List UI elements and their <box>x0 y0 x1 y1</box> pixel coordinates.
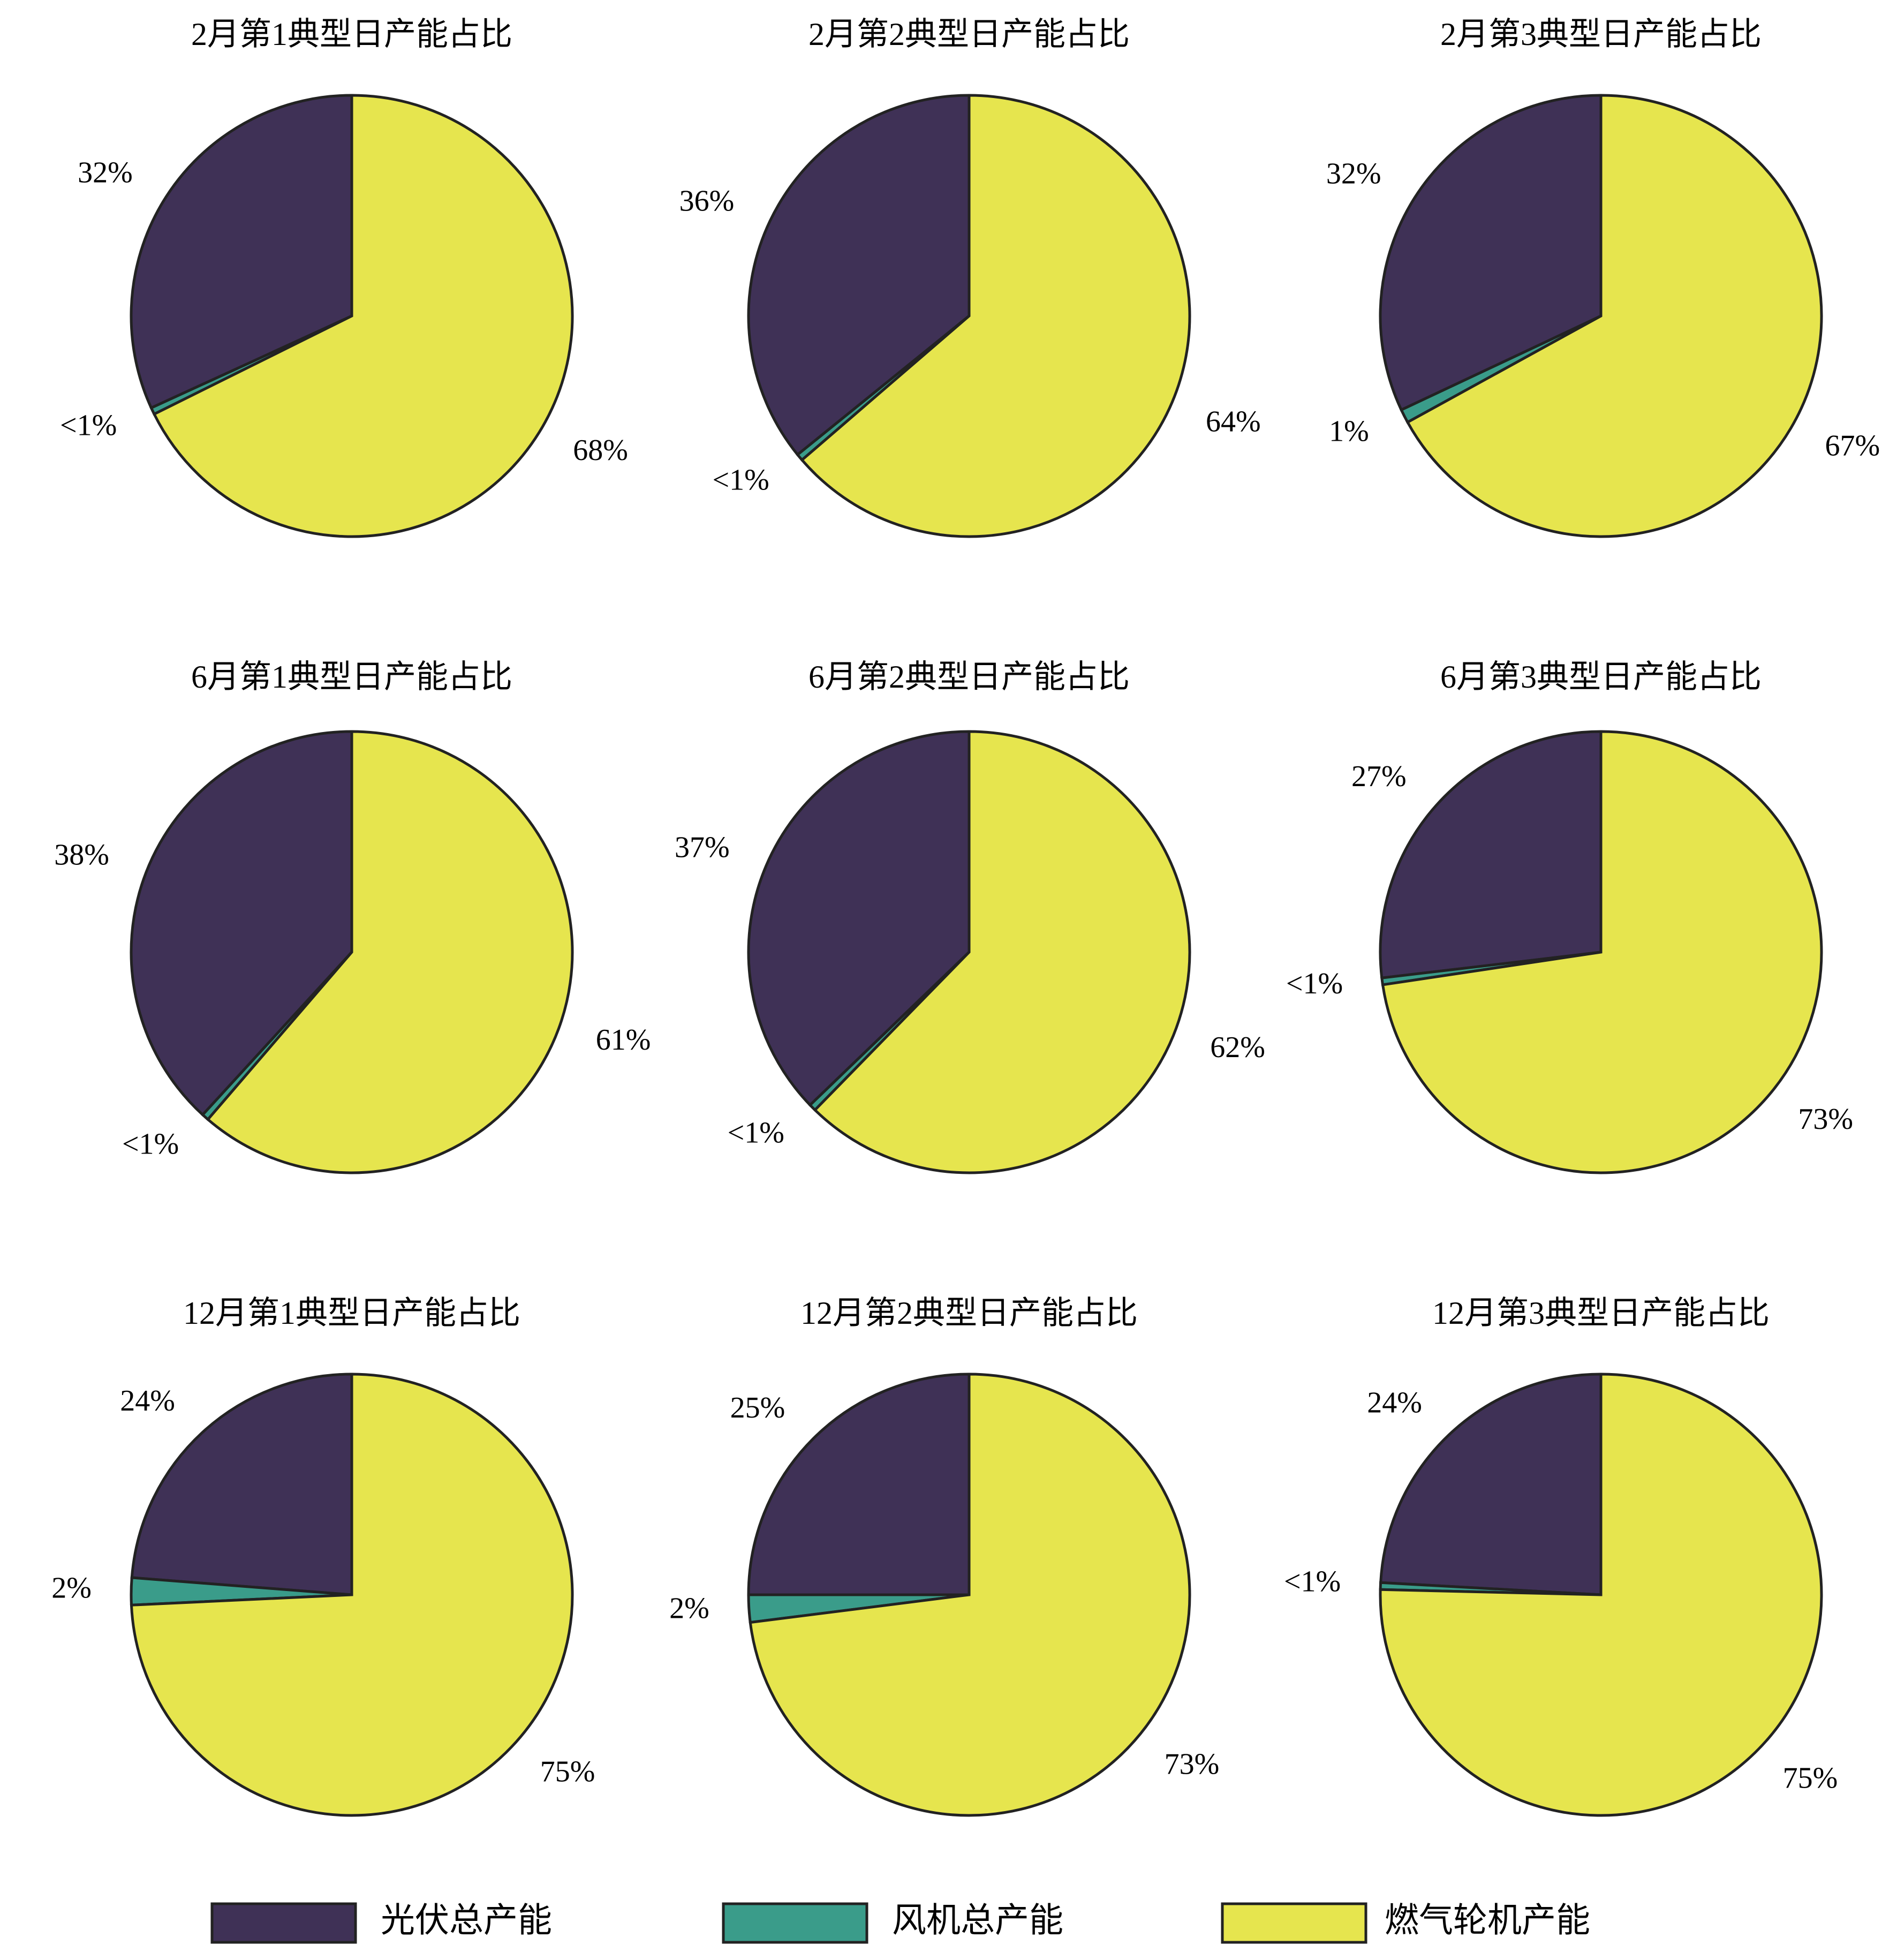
pie-slice <box>130 730 353 1117</box>
data-label: <1% <box>713 463 769 496</box>
chart-title: 12月第2典型日产能占比 <box>800 1295 1138 1331</box>
pie-slice <box>206 730 574 1174</box>
pie-slice <box>1379 1373 1823 1817</box>
chart-title: 12月第1典型日产能占比 <box>183 1295 520 1331</box>
data-label: 25% <box>730 1391 785 1424</box>
pie-slice <box>747 94 971 457</box>
data-label: 1% <box>1329 415 1369 448</box>
pie-slice <box>1379 1373 1603 1596</box>
pie-slice <box>130 1373 574 1817</box>
data-label: 2% <box>669 1592 709 1625</box>
data-label: 73% <box>1165 1747 1220 1781</box>
data-label: 24% <box>1367 1386 1422 1420</box>
data-label: 2% <box>51 1571 92 1604</box>
data-label: 24% <box>120 1384 175 1418</box>
pie-slice <box>152 94 574 538</box>
legend-label: 燃气轮机产能 <box>1385 1902 1590 1940</box>
data-label: 67% <box>1825 429 1880 462</box>
pie-slice <box>747 730 971 1107</box>
pie-slice <box>1379 94 1603 412</box>
legend-label: 光伏总产能 <box>381 1902 552 1940</box>
data-label: 68% <box>573 434 628 467</box>
data-label: 75% <box>1783 1762 1838 1795</box>
chart-title: 2月第3典型日产能占比 <box>1440 17 1762 52</box>
pie-slice <box>130 1373 353 1596</box>
legend-label: 风机总产能 <box>892 1902 1063 1940</box>
legend-swatch <box>1221 1902 1367 1944</box>
pie-slice <box>1381 730 1823 1174</box>
chart-title: 6月第1典型日产能占比 <box>191 659 512 695</box>
data-label: 61% <box>596 1023 651 1057</box>
data-label: <1% <box>60 409 117 442</box>
data-label: 73% <box>1798 1103 1853 1136</box>
data-label: <1% <box>1286 967 1343 1000</box>
pie-slice <box>747 1373 971 1596</box>
chart-title: 6月第3典型日产能占比 <box>1440 659 1762 695</box>
data-label: 62% <box>1210 1031 1265 1064</box>
chart-title: 2月第2典型日产能占比 <box>808 17 1130 52</box>
pie-slice <box>800 94 1191 538</box>
data-label: 27% <box>1351 760 1407 793</box>
pie-slice <box>130 94 353 410</box>
data-label: 37% <box>675 831 730 864</box>
data-label: 38% <box>54 839 109 872</box>
data-label: <1% <box>122 1127 179 1160</box>
chart-title: 12月第3典型日产能占比 <box>1432 1295 1770 1331</box>
data-label: 75% <box>540 1755 595 1788</box>
pie-slice <box>749 1373 1191 1817</box>
data-label: 32% <box>1326 157 1381 190</box>
chart-title: 6月第2典型日产能占比 <box>808 659 1130 695</box>
legend-swatch <box>210 1902 357 1944</box>
pie-slice <box>1405 94 1823 538</box>
legend-swatch <box>722 1902 868 1944</box>
chart-title: 2月第1典型日产能占比 <box>191 17 512 52</box>
pie-slice <box>813 730 1191 1174</box>
data-label: 32% <box>78 156 133 189</box>
data-label: <1% <box>728 1116 784 1149</box>
data-label: 36% <box>679 184 735 217</box>
data-label: <1% <box>1284 1565 1341 1599</box>
data-label: 64% <box>1206 405 1261 438</box>
pie-slice <box>1379 730 1603 979</box>
